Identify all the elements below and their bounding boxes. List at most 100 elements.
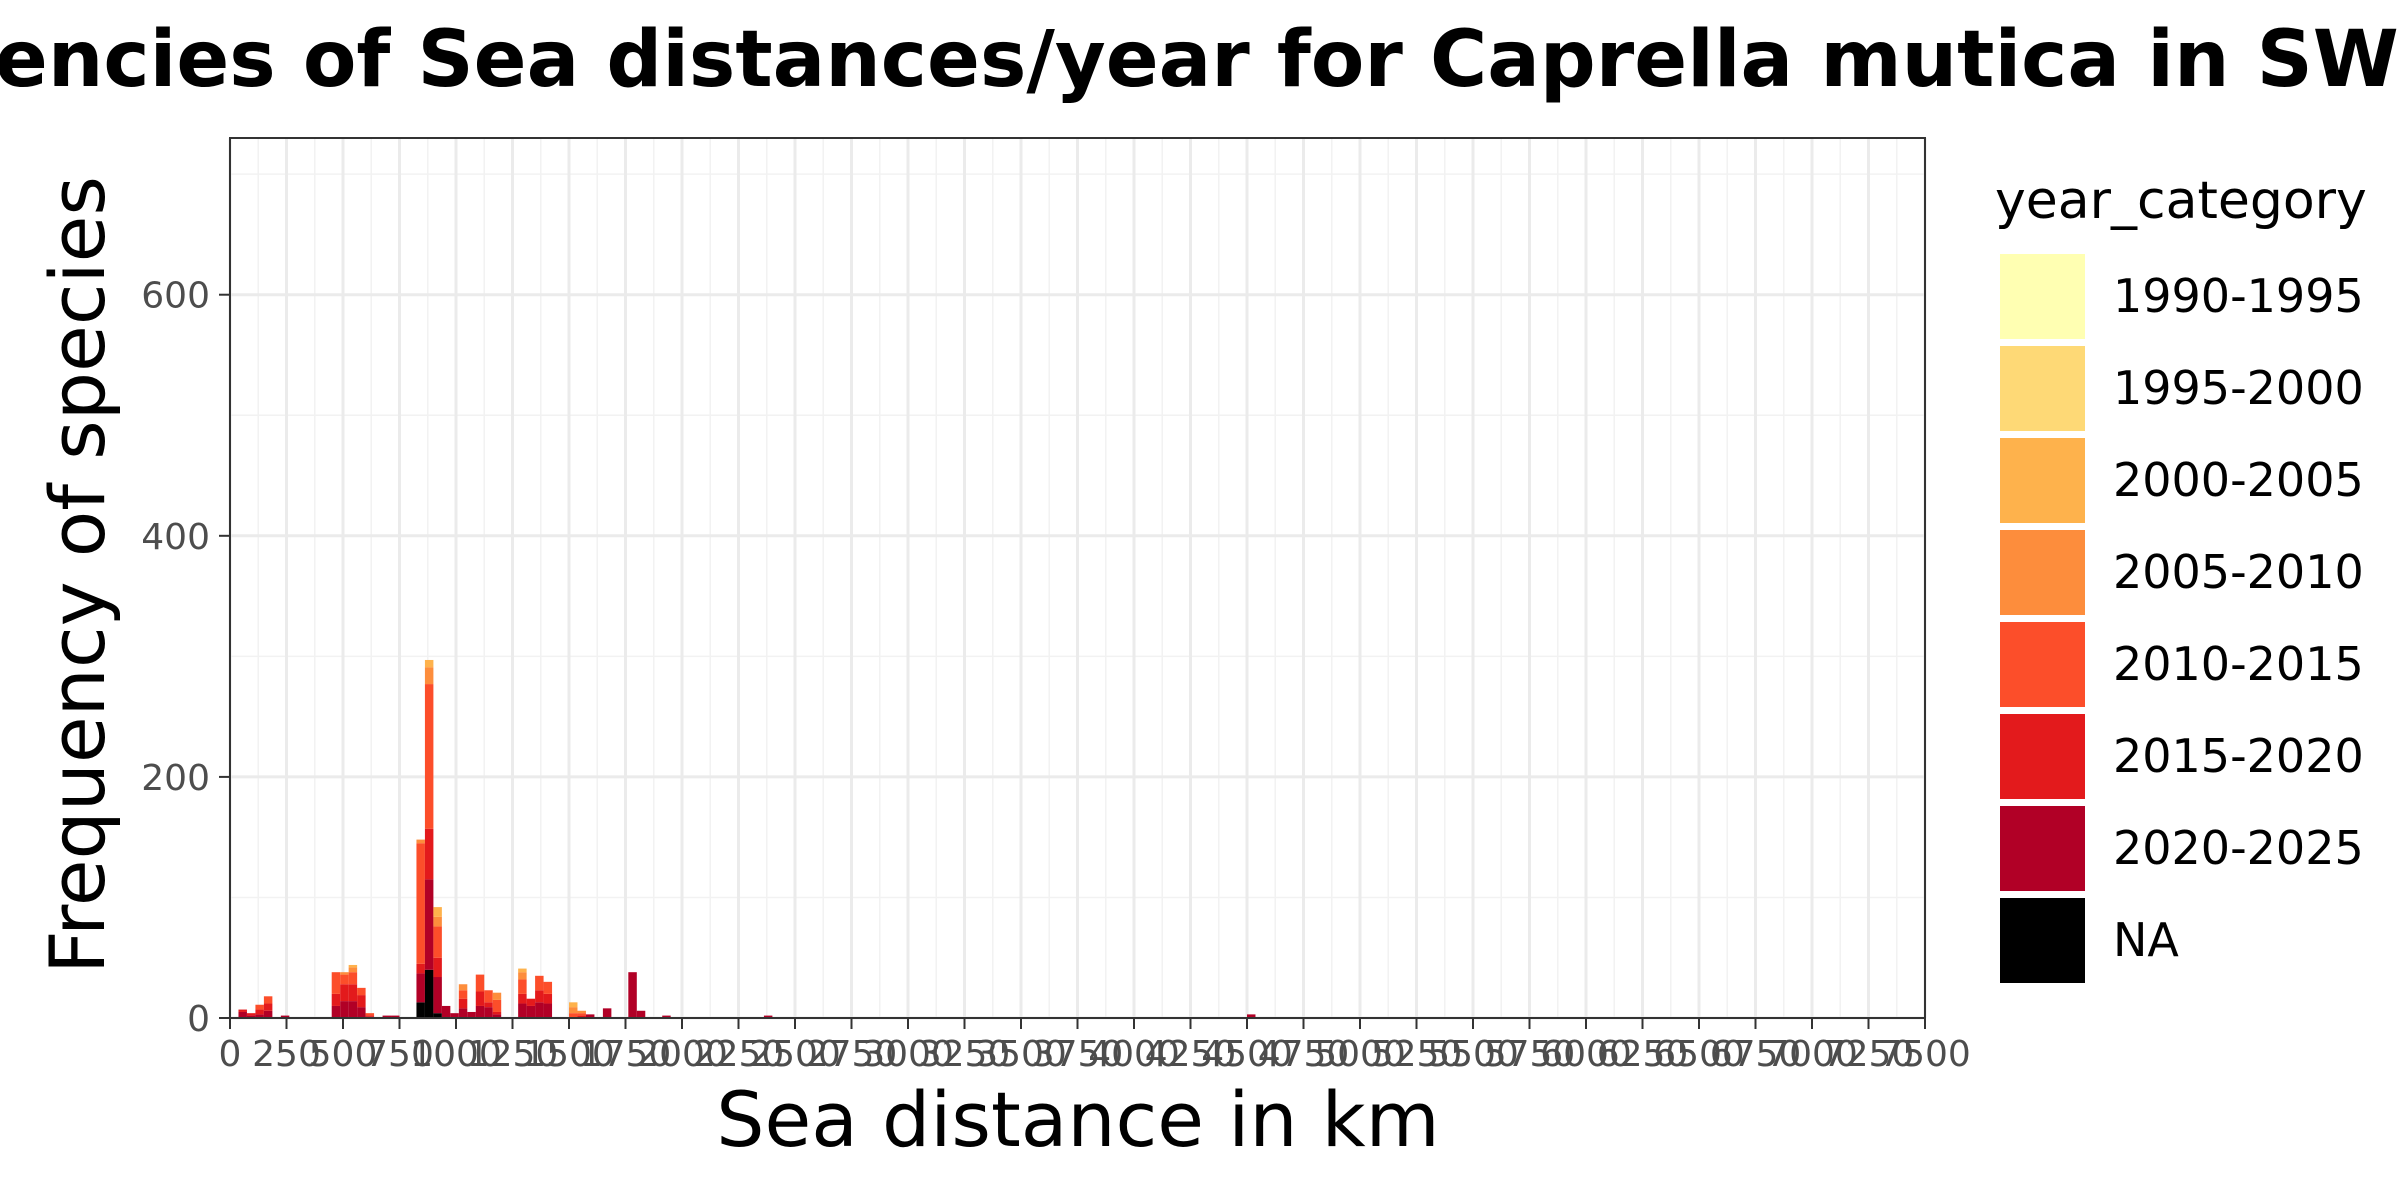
histogram-bar-segment (535, 990, 543, 1002)
y-tick-label: 0 (187, 999, 210, 1040)
histogram-bar-segment (476, 975, 484, 992)
histogram-bar-segment (425, 970, 433, 1018)
legend-items: 1990-1995 1995-2000 2000-2005 2005-2010 2010… (2000, 254, 2364, 983)
histogram-bar-segment (476, 1006, 484, 1018)
legend: year_category 1990-1995 1995-2000 2000-200… (1995, 171, 2367, 983)
histogram-bar-segment (357, 995, 365, 1007)
histogram-bar-segment (459, 1008, 467, 1018)
histogram-bar-segment (349, 1001, 357, 1018)
histogram-bar-segment (332, 994, 340, 1006)
y-tick-label: 200 (141, 758, 210, 799)
histogram-bar-segment (416, 973, 424, 1002)
legend-label: 2015-2020 (2113, 729, 2364, 783)
histogram-bar-segment (340, 984, 348, 1001)
histogram-bar-segment (416, 964, 424, 974)
histogram-bar-segment (425, 684, 433, 829)
histogram-bar-segment (484, 1007, 492, 1018)
histogram-bar-segment (425, 829, 433, 880)
histogram-bar-segment (603, 1008, 611, 1018)
histogram-bar-segment (433, 958, 441, 977)
histogram-bar-segment (340, 972, 348, 974)
histogram-bar-segment (425, 667, 433, 684)
histogram-bar-segment (628, 972, 636, 1018)
histogram-bar-segment (544, 994, 552, 1004)
plot-panel (230, 138, 1925, 1018)
legend-label: 1990-1995 (2113, 269, 2364, 323)
legend-swatch (2000, 254, 2085, 339)
histogram-bar-segment (459, 984, 467, 990)
legend-swatch (2000, 898, 2085, 983)
histogram-bar-segment (544, 982, 552, 994)
histogram-bar-segment (442, 1006, 450, 1018)
histogram-bar-segment (493, 1000, 501, 1012)
histogram-bar-segment (493, 1012, 501, 1014)
histogram-bar-segment (476, 991, 484, 1005)
histogram-bar-segment (332, 972, 340, 994)
histogram-bar-segment (518, 972, 526, 979)
legend-label: 2010-2015 (2113, 637, 2364, 691)
histogram-bar-segment (544, 1004, 552, 1018)
x-axis-title: Sea distance in km (716, 1075, 1439, 1164)
histogram-bar-segment (484, 990, 492, 1002)
histogram-bar-segment (349, 984, 357, 1001)
histogram-bar-segment (527, 1006, 535, 1018)
x-tick-label: 0 (219, 1034, 242, 1075)
histogram-bar-segment (459, 999, 467, 1009)
histogram-bar-segment (264, 1004, 272, 1011)
histogram-bar-segment (569, 1002, 577, 1007)
histogram-bar-segment (535, 1002, 543, 1018)
histogram-bar-segment (425, 879, 433, 969)
histogram-bar-segment (357, 1007, 365, 1018)
histogram-bar-segment (484, 1002, 492, 1007)
y-axis: 0 200 400 600 (141, 276, 230, 1040)
histogram-bar-segment (349, 965, 357, 967)
chart-title: Frequencies of Sea distances/year for Ca… (0, 15, 2400, 105)
y-axis-title: Frequency of species (33, 176, 122, 974)
legend-label: 2000-2005 (2113, 453, 2364, 507)
histogram-bar-segment (340, 1001, 348, 1018)
legend-label: 1995-2000 (2113, 361, 2364, 415)
y-tick-label: 400 (141, 517, 210, 558)
histogram-bar-segment (366, 1016, 374, 1017)
histogram-bar-segment (264, 996, 272, 1003)
histogram-bar-segment (416, 840, 424, 844)
histogram-bar-segment (637, 1011, 645, 1018)
legend-swatch (2000, 530, 2085, 615)
legend-label: 2005-2010 (2113, 545, 2364, 599)
histogram-bar-segment (433, 926, 441, 957)
histogram-bar-segment (518, 979, 526, 993)
legend-swatch (2000, 714, 2085, 799)
histogram-bar-segment (349, 972, 357, 984)
histogram-bar-segment (238, 1010, 246, 1012)
histogram-bar-segment (577, 1013, 585, 1015)
histogram-bar-segment (577, 1011, 585, 1013)
histogram-bar-segment (255, 1005, 263, 1010)
legend-swatch (2000, 346, 2085, 431)
x-axis: 0 250500750100012501500175020002250250027… (219, 1018, 1971, 1075)
y-tick-label: 600 (141, 276, 210, 317)
histogram-bar-segment (569, 1007, 577, 1013)
x-tick-label: 7500 (1879, 1034, 1971, 1075)
histogram-bar-segment (518, 1004, 526, 1018)
histogram-bar-segment (433, 977, 441, 1013)
legend-title: year_category (1995, 171, 2367, 231)
histogram-bar-segment (264, 1011, 272, 1018)
histogram-bar-segment (518, 994, 526, 1004)
histogram-bar-segment (535, 976, 543, 990)
histogram-bar-segment (349, 967, 357, 972)
histogram-bar-segment (357, 988, 365, 995)
histogram-bar-segment (433, 917, 441, 927)
histogram-bar-segment (332, 1006, 340, 1018)
legend-label: NA (2113, 913, 2179, 967)
histogram-bar-segment (493, 993, 501, 1000)
histogram-bar-segment (366, 1013, 374, 1015)
legend-swatch (2000, 806, 2085, 891)
histogram-bar-segment (425, 660, 433, 667)
legend-label: 2020-2025 (2113, 821, 2364, 875)
histogram-bar-segment (255, 1010, 263, 1015)
histogram-bar-segment (527, 999, 535, 1006)
legend-swatch (2000, 438, 2085, 523)
legend-swatch (2000, 622, 2085, 707)
histogram-bar-segment (416, 843, 424, 964)
histogram-bar-segment (340, 975, 348, 985)
